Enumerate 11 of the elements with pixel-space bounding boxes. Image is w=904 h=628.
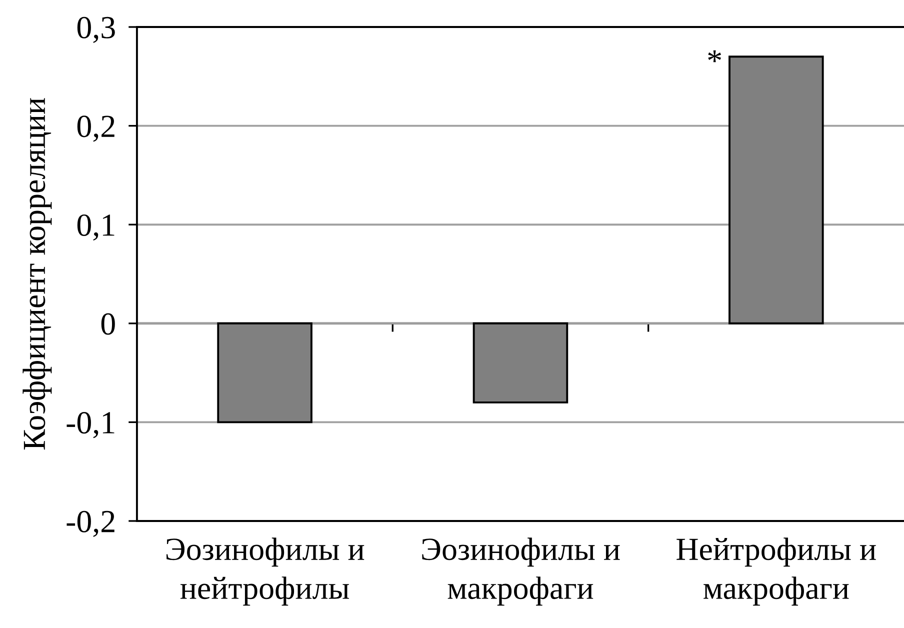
y-tick-label: 0,3 bbox=[77, 16, 115, 43]
y-axis-title: Коэффициент корреляции bbox=[22, 98, 52, 450]
y-tick-label: -0,1 bbox=[66, 412, 114, 438]
x-tick-label: Нейтрофилы и макрофаги bbox=[676, 538, 876, 606]
annotation: * bbox=[708, 50, 722, 62]
x-tick-label: Эозинофилы и нейтрофилы bbox=[166, 538, 364, 606]
y-tick-label: 0,1 bbox=[77, 214, 114, 241]
x-tick-label: Эозинофилы и макрофаги bbox=[422, 538, 620, 606]
y-tick-label: 0 bbox=[101, 313, 115, 335]
y-tick-label: 0,2 bbox=[77, 116, 114, 142]
y-tick-label: -0,2 bbox=[66, 510, 114, 537]
